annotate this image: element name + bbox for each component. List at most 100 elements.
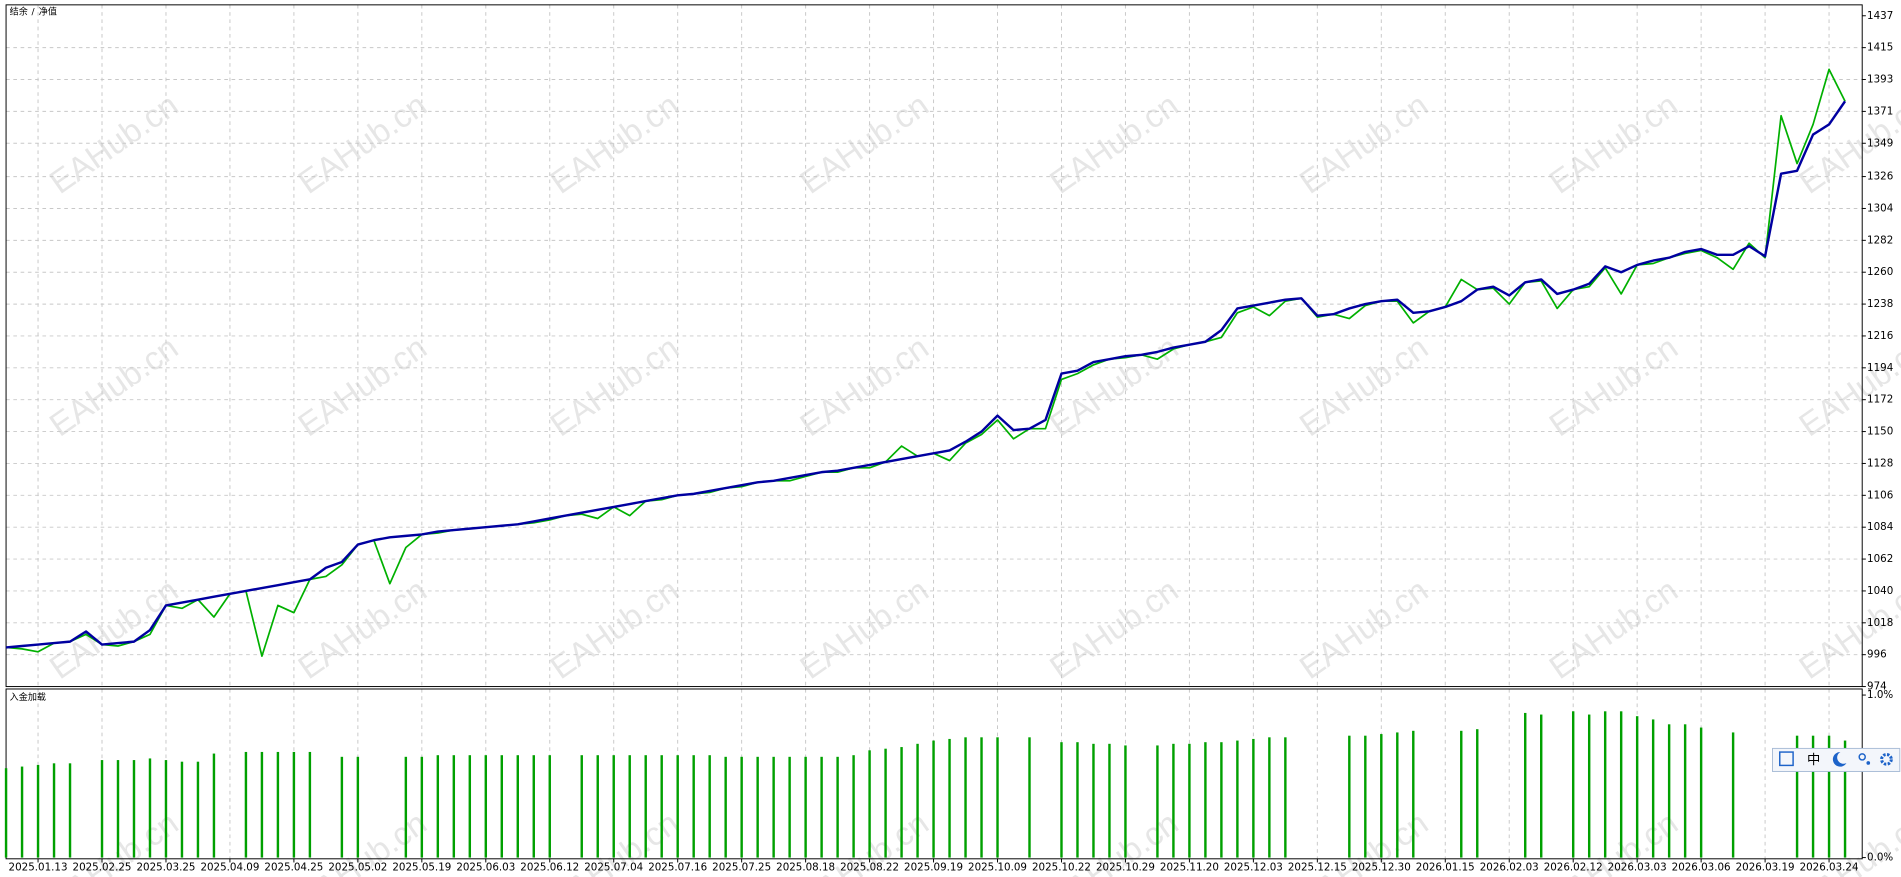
legend-balance: 结余: [10, 6, 28, 18]
x-tick-label: 2025.10.09: [968, 861, 1027, 873]
bar: [148, 758, 152, 858]
bar: [452, 755, 456, 858]
watermark: EAHub.cn: [543, 328, 685, 443]
x-tick-label: 2025.11.20: [1160, 861, 1219, 873]
y-tick-label: 1194: [1867, 362, 1893, 374]
x-tick-label: 2025.03.25: [136, 861, 195, 873]
bar: [612, 755, 615, 858]
x-tick-label: 2025.05.02: [328, 861, 387, 873]
y-tick-label: 1106: [1867, 489, 1893, 501]
bar: [756, 756, 759, 858]
legend-separator: /: [32, 8, 36, 18]
bar: [868, 750, 871, 858]
bar: [1076, 742, 1079, 858]
bar: [68, 763, 72, 858]
y-tick-label: 1238: [1867, 298, 1893, 310]
bar: [916, 743, 919, 858]
y-tick-label: 1150: [1867, 426, 1893, 438]
x-tick-label: 2025.12.03: [1224, 861, 1283, 873]
toolbar-icon[interactable]: [1832, 752, 1847, 767]
x-tick-label: 2026.02.12: [1544, 861, 1603, 873]
marks: [4, 68, 1847, 858]
y-tick-label: 1415: [1867, 42, 1893, 54]
x-tick-label: 2025.02.25: [73, 861, 132, 873]
y-tick-label: 996: [1867, 649, 1887, 661]
x-tick-label: 2025.12.15: [1288, 861, 1347, 873]
bar: [1220, 742, 1223, 858]
bar: [1827, 735, 1831, 858]
y-tick-label: 1018: [1867, 617, 1893, 629]
bar: [964, 737, 967, 858]
y-tick-label: 1084: [1867, 521, 1893, 533]
labels: 结余 / 净值 入金加载 1437 1415 1393 1371 1349 1326 130…: [9, 6, 1894, 874]
bar: [1284, 737, 1287, 858]
bar: [1204, 742, 1207, 858]
watermark: EAHub.cn: [1043, 571, 1185, 686]
x-tick-label: 2025.08.18: [776, 861, 835, 873]
bar: [1364, 735, 1367, 858]
bar: [804, 756, 807, 858]
bar: [1651, 719, 1655, 858]
y-tick-label: 0.0%: [1867, 852, 1893, 864]
bar: [1587, 714, 1591, 858]
x-tick-label: 2025.07.16: [648, 861, 707, 873]
bar: [100, 760, 104, 858]
bar: [1667, 724, 1671, 858]
ime-toolbar[interactable]: 中: [1772, 747, 1901, 772]
x-tick-label: 2026.03.03: [1608, 861, 1667, 873]
bar: [292, 751, 296, 858]
bar: [308, 751, 312, 858]
bar: [628, 755, 631, 858]
y-tick-label: 1282: [1867, 234, 1893, 246]
bar: [1476, 729, 1479, 858]
y-tick-label: 1437: [1867, 10, 1893, 22]
bar: [500, 755, 504, 858]
bar: [116, 760, 120, 858]
watermark: EAHub.cn: [793, 328, 935, 443]
x-tick-label: 2026.03.06: [1672, 861, 1731, 873]
y-tick-label: 1349: [1867, 137, 1893, 149]
bar: [196, 761, 200, 858]
bar: [276, 751, 280, 858]
watermark: EAHub.cn: [291, 571, 433, 686]
bar: [436, 755, 440, 858]
bar: [932, 740, 935, 858]
toolbar-icon[interactable]: [1866, 761, 1871, 765]
x-tick-label: 2025.07.25: [712, 861, 771, 873]
toolbar-icon[interactable]: [1858, 753, 1866, 761]
x-tick-label: 2025.04.09: [200, 861, 259, 873]
bar: [596, 755, 599, 858]
bar: [836, 756, 839, 858]
bar: [532, 755, 535, 858]
bar: [660, 755, 663, 858]
y-tick-label: 1371: [1867, 105, 1893, 117]
toolbar-icon[interactable]: [1880, 752, 1893, 766]
x-tick-label: 2025.10.29: [1096, 861, 1155, 873]
x-tick-label: 2025.06.12: [520, 861, 579, 873]
toolbar-icon[interactable]: [1779, 751, 1794, 767]
bar: [980, 737, 983, 858]
watermark: EAHub.cn: [43, 86, 185, 201]
y-tick-label: 1.0%: [1867, 689, 1893, 701]
bar: [404, 756, 408, 858]
bar: [180, 761, 184, 858]
bar: [1348, 735, 1351, 858]
watermark: EAHub.cn: [43, 328, 185, 443]
bar: [1731, 732, 1735, 858]
x-tick-label: 2025.10.22: [1032, 861, 1091, 873]
bar: [900, 747, 903, 858]
bar: [1268, 737, 1271, 858]
bar: [580, 755, 583, 858]
bar: [1092, 743, 1095, 858]
bar: [4, 768, 8, 858]
bar: [1795, 735, 1799, 858]
bar: [1635, 716, 1639, 858]
bar: [692, 755, 695, 858]
bar: [1236, 740, 1239, 858]
watermark: EAHub.cn: [1542, 328, 1684, 443]
toolbar-lang[interactable]: 中: [1807, 752, 1820, 768]
y-tick-label: 1326: [1867, 171, 1893, 183]
bar: [1252, 738, 1255, 858]
